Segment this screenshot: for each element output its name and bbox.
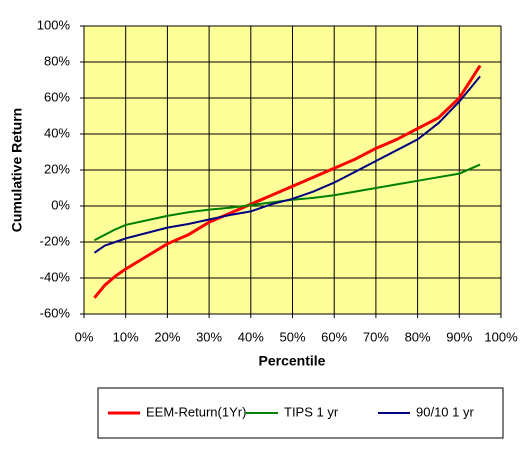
x-tick-label: 70%: [363, 329, 389, 344]
y-tick-label: 100%: [37, 17, 71, 32]
x-tick-label: 50%: [279, 329, 305, 344]
x-tick-label: 20%: [154, 329, 180, 344]
x-axis-title: Percentile: [259, 353, 326, 369]
legend-label: TIPS 1 yr: [284, 404, 339, 419]
x-tick-label: 0%: [75, 329, 94, 344]
y-tick-label: 40%: [44, 125, 70, 140]
x-tick-label: 10%: [113, 329, 139, 344]
x-tick-label: 90%: [446, 329, 472, 344]
y-tick-label: -40%: [40, 269, 71, 284]
y-tick-label: 80%: [44, 53, 70, 68]
y-axis-title: Cumulative Return: [9, 108, 25, 232]
legend-box: [97, 387, 504, 439]
legend-label: 90/10 1 yr: [416, 404, 474, 419]
x-tick-label: 30%: [196, 329, 222, 344]
x-tick-label: 100%: [484, 329, 518, 344]
legend-label: EEM-Return(1Yr): [146, 404, 246, 419]
line-series: [93, 75, 481, 254]
line-series: [93, 64, 482, 299]
x-tick-label: 60%: [321, 329, 347, 344]
y-tick-label: -20%: [40, 233, 71, 248]
x-tick-label: 80%: [405, 329, 431, 344]
y-tick-label: 0%: [51, 197, 70, 212]
y-tick-label: -60%: [40, 305, 71, 320]
y-tick-label: 60%: [44, 89, 70, 104]
y-tick-label: 20%: [44, 161, 70, 176]
x-tick-label: 40%: [238, 329, 264, 344]
line-series: [93, 163, 481, 242]
